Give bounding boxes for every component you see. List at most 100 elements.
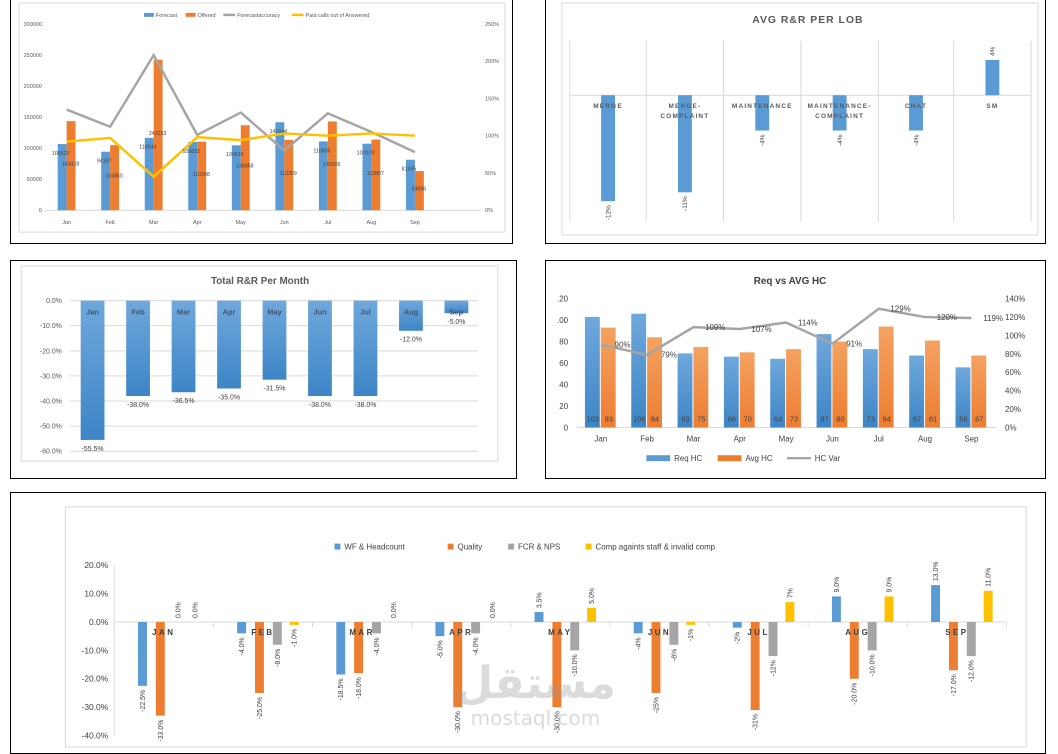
chart-title: Req vs AVG HC: [754, 276, 827, 287]
category-data-label: -4.0%: [473, 637, 480, 655]
req-hc-data-label: 69: [681, 415, 689, 424]
forecast-data-label: 106523: [52, 151, 70, 157]
x-tick-label: Feb: [105, 220, 114, 226]
month-label: Sep: [450, 308, 464, 317]
lob-data-label-group: -4%: [837, 134, 844, 146]
offered-data-label: 142926: [323, 162, 341, 168]
month-data-label: -31.5%: [264, 386, 286, 393]
y2-tick-label: 40%: [1005, 387, 1021, 396]
legend-label: Quality: [458, 543, 483, 552]
legend-swatch: [718, 455, 742, 461]
category-data-label: -2%: [735, 632, 742, 644]
month-data-label: -12.0%: [400, 337, 422, 344]
lob-data-label: 4%: [990, 46, 997, 56]
chart-title: Total R&R Per Month: [211, 276, 309, 287]
month-label: Apr: [223, 308, 236, 317]
y2-tick-label: 150%: [485, 96, 499, 102]
y2-tick-label: 0%: [1005, 423, 1016, 432]
category-data-label: 0.0%: [176, 602, 183, 618]
month-data-label: -55.5%: [82, 446, 104, 453]
req-hc-data-label: 106: [633, 415, 645, 424]
offered-data-label: 136858: [236, 164, 254, 170]
y-tick-label: -30.0%: [82, 702, 109, 712]
month-label: Jun: [313, 308, 327, 317]
req-hc-bar: [817, 334, 832, 427]
y-tick-label: -40.0%: [40, 399, 62, 406]
y-tick-label: 20.0%: [84, 560, 108, 570]
lob-category-label: COMPLAINT: [815, 113, 864, 120]
avg-hc-data-label: 75: [697, 415, 705, 424]
legend-swatch: [508, 544, 514, 550]
req-hc-data-label: 64: [774, 415, 782, 424]
category-data-label: -18.5%: [338, 678, 345, 700]
category-data-label: -5.0%: [437, 640, 444, 658]
category-data-label-group: -30.0%: [455, 711, 462, 733]
x-tick-label: Jan: [62, 220, 71, 226]
legend-label: Paid calls out of Answered: [306, 13, 370, 19]
hc-var-data-label: 119%: [983, 314, 1003, 323]
req-hc-data-label: 103: [587, 415, 599, 424]
avg-hc-data-label: 73: [790, 415, 798, 424]
category-data-label: -30.0%: [554, 711, 561, 733]
x-tick-label: Jan: [594, 434, 607, 443]
month-label: Feb: [131, 308, 145, 317]
legend-label: Offered: [198, 13, 216, 19]
month-label: JAN: [152, 628, 175, 637]
category-data-label: 9.0%: [886, 577, 893, 593]
category-data-label-group: -20.0%: [852, 683, 859, 705]
req-vs-avg-hc-chart: Req vs AVG HC020406080.00.200%20%40%60%8…: [546, 261, 1045, 478]
y2-tick-label: 200%: [485, 59, 499, 65]
month-bar: [81, 301, 105, 440]
category-data-label: 0.0%: [490, 602, 497, 618]
total-rr-per-month-chart: Total R&R Per Month0.0%-10.0%-20.0%-30.0…: [11, 261, 516, 478]
hc-var-data-label: 79%: [661, 351, 677, 360]
x-tick-label: Aug: [918, 434, 932, 443]
y-tick-label: -40.0%: [82, 731, 109, 741]
category-data-label: -33.0%: [158, 720, 165, 742]
category-data-label: -1.0%: [292, 629, 299, 647]
x-tick-label: Jun: [280, 220, 289, 226]
y-tick-label: 100000: [24, 146, 42, 152]
category-data-label-group: -4.0%: [473, 637, 480, 655]
x-tick-label: May: [236, 220, 247, 226]
category-data-label: -10.0%: [572, 654, 579, 676]
category-data-label: -12%: [770, 660, 777, 676]
avg-hc-bar: [601, 328, 616, 428]
month-label: JUN: [648, 628, 671, 637]
month-label: MAY: [548, 628, 572, 637]
category-data-label-group: -18.5%: [338, 678, 345, 700]
month-label: May: [267, 308, 282, 317]
category-data-label-group: -4%: [636, 637, 643, 649]
category-data-label-group: -2%: [735, 632, 742, 644]
y2-tick-label: 0%: [485, 208, 493, 214]
x-tick-label: Feb: [640, 434, 654, 443]
x-tick-label: Apr: [734, 434, 747, 443]
category-data-label-group: 0.0%: [490, 602, 497, 618]
avg-rr-per-lob-chart: AVG R&R PER LOB-12%MERGE-11%MERGE-COMPLA…: [546, 0, 1045, 243]
y-tick-label: -60.0%: [40, 449, 62, 456]
y-tick-label: 40: [559, 381, 568, 390]
category-data-label-group: -10.0%: [870, 654, 877, 676]
category-data-label: -30.0%: [455, 711, 462, 733]
y2-tick-label: 120%: [1005, 313, 1025, 322]
category-data-label: -8%: [671, 649, 678, 661]
month-label: Jul: [360, 308, 371, 317]
category-data-label-group: -4.0%: [374, 637, 381, 655]
hc-var-data-label: 107%: [751, 325, 771, 334]
y-tick-label: 0.0%: [46, 298, 62, 305]
month-label: JUL: [747, 628, 769, 637]
category-data-label-group: -17.0%: [951, 674, 958, 696]
y-tick-label: 80: [559, 338, 568, 347]
chart-title: AVG R&R PER LOB: [752, 15, 863, 26]
category-bar: [733, 622, 742, 628]
category-data-label-group: 0.0%: [192, 602, 199, 618]
category-data-label-group: -33.0%: [158, 720, 165, 742]
y-tick-label: 0: [39, 208, 42, 214]
y-tick-label: -30.0%: [40, 373, 62, 380]
forecast-data-label: 141644: [270, 129, 288, 135]
avg-rr-per-lob-panel: AVG R&R PER LOB-12%MERGE-11%MERGE-COMPLA…: [545, 0, 1046, 244]
lob-data-label-group: -12%: [605, 205, 612, 220]
y-tick-label: -50.0%: [40, 424, 62, 431]
